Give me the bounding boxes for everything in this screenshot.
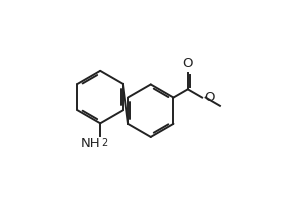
Text: 2: 2 bbox=[101, 138, 107, 148]
Text: NH: NH bbox=[81, 137, 100, 150]
Text: O: O bbox=[205, 91, 215, 104]
Text: O: O bbox=[183, 57, 193, 70]
